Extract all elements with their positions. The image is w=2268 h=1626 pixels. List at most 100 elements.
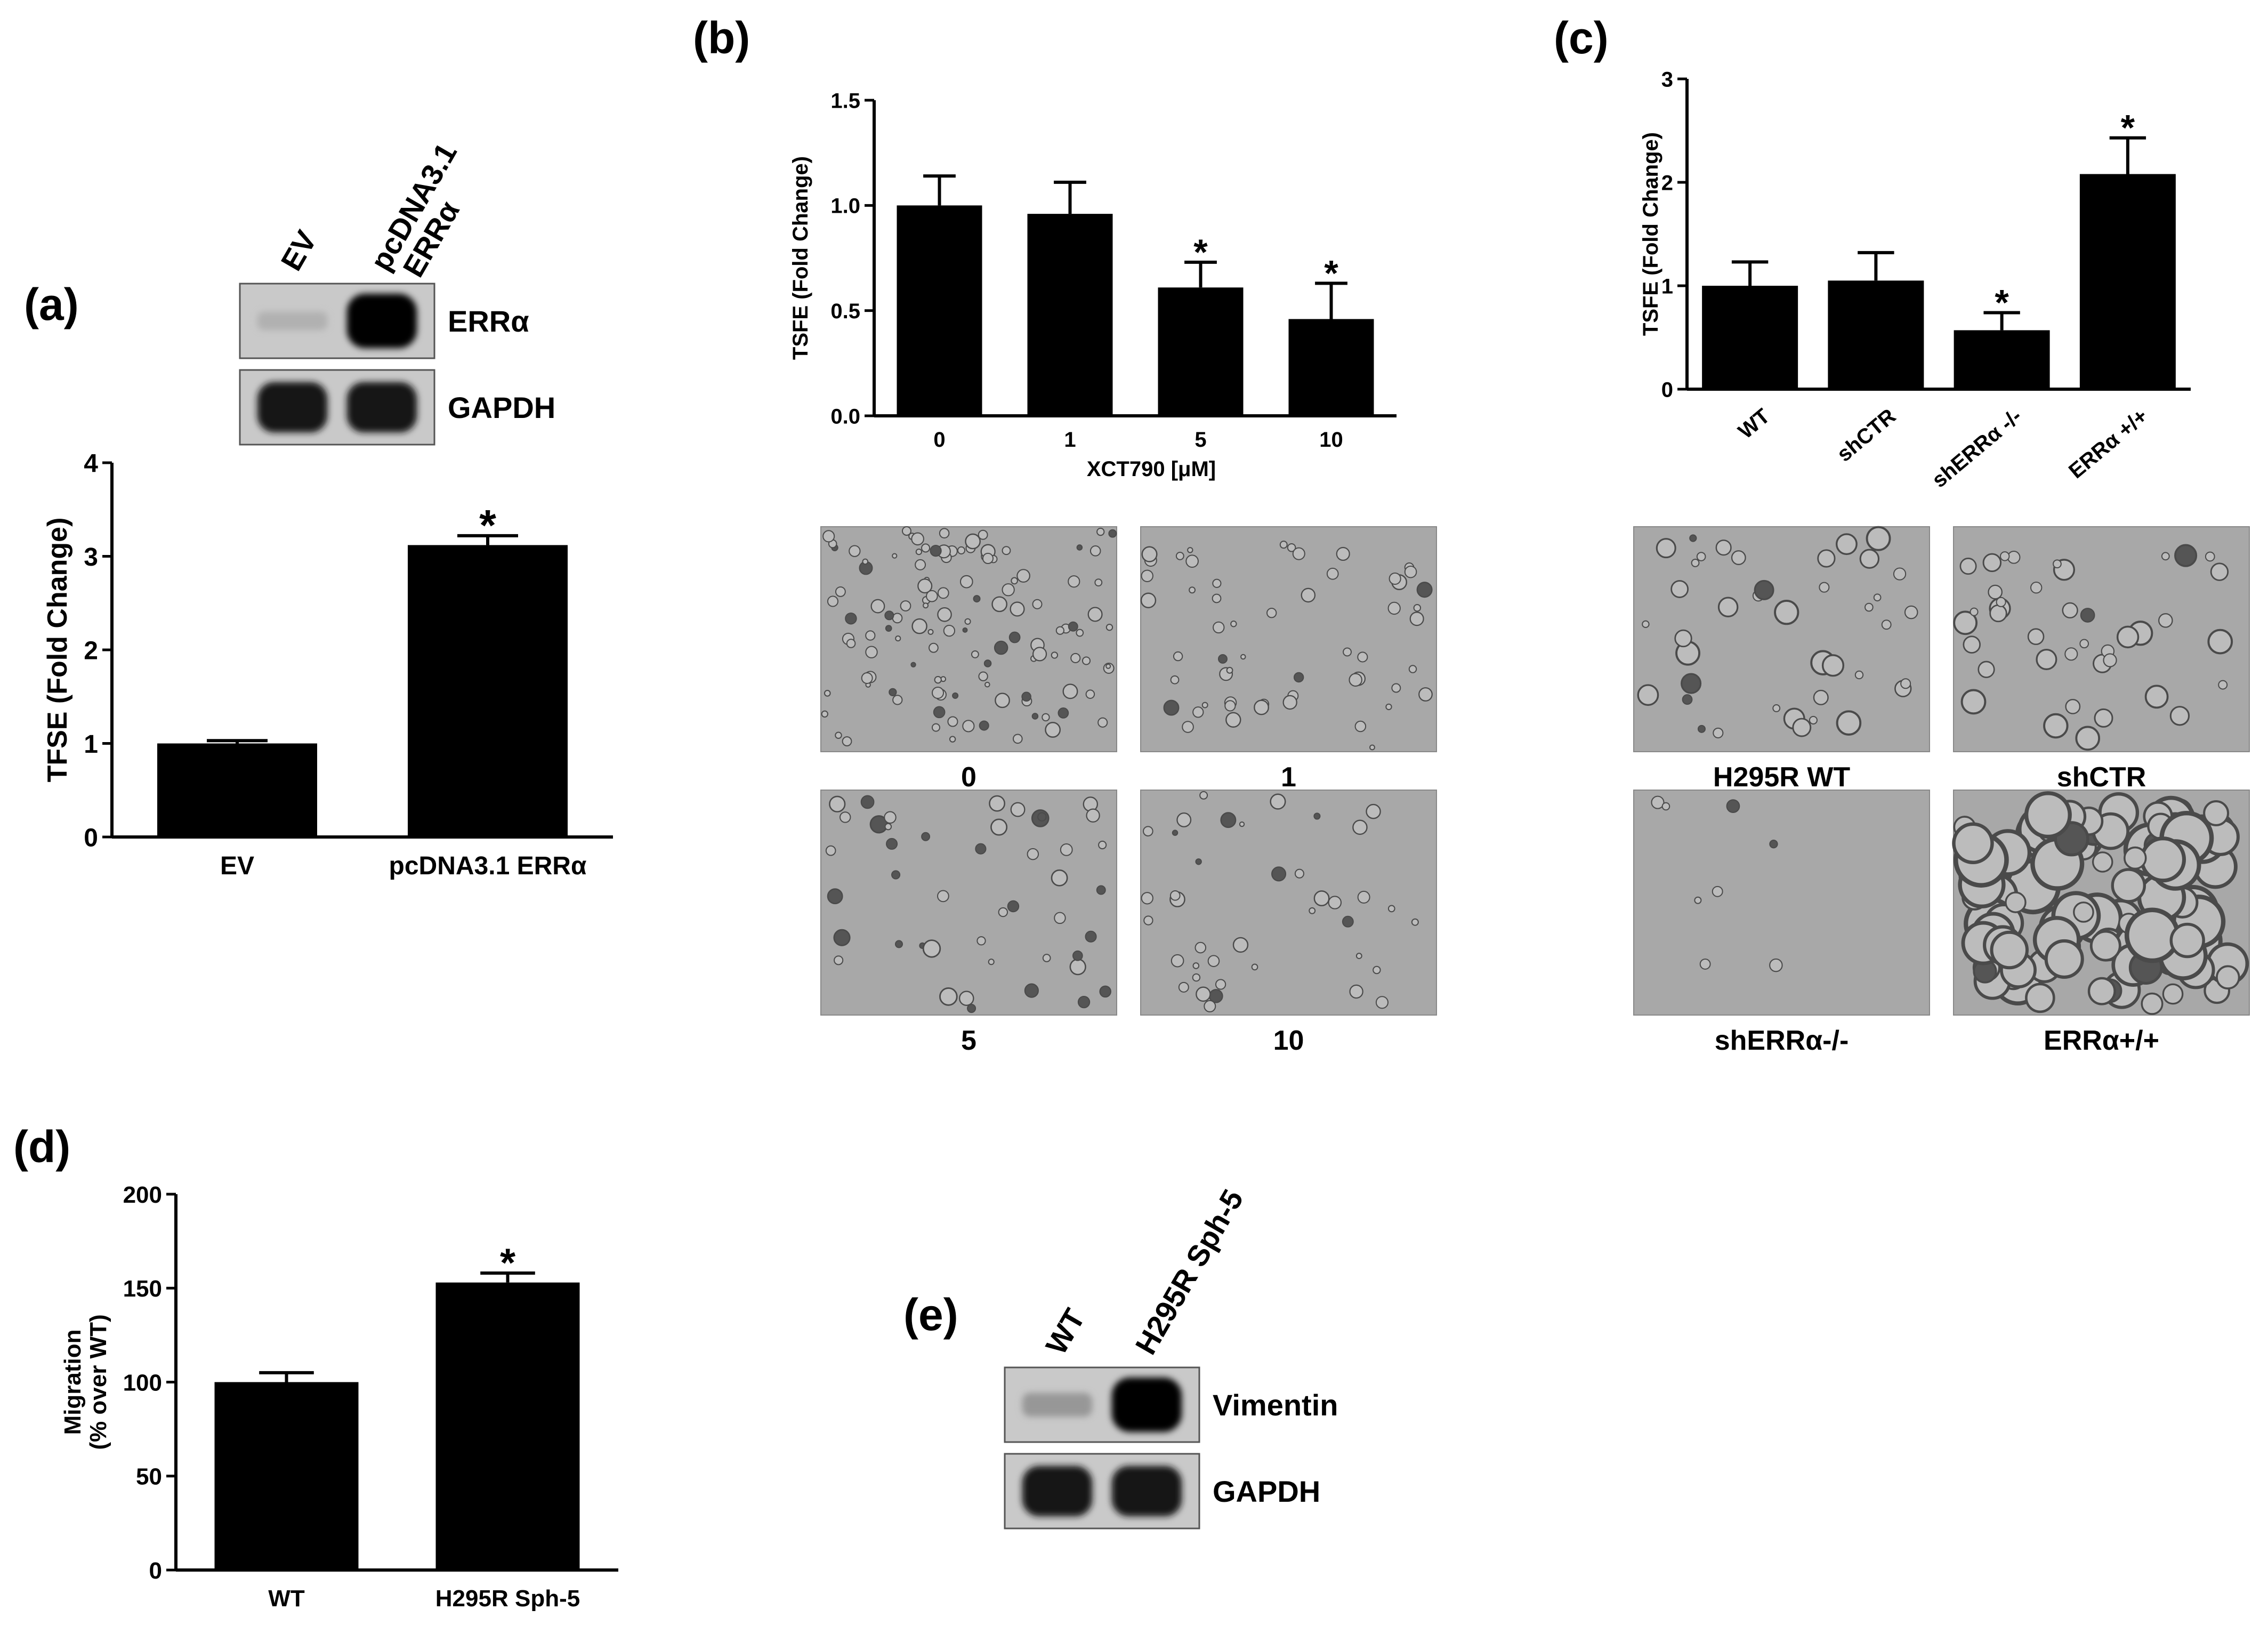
x-axis-label: XCT790 [μM] xyxy=(1087,457,1216,481)
cell-spheroid xyxy=(1097,717,1108,728)
micrograph-label: 5 xyxy=(961,1025,976,1056)
cell-spheroid xyxy=(1713,727,1724,738)
cell-spheroid xyxy=(1326,567,1339,580)
cell-spheroid xyxy=(915,559,926,570)
cell-spheroid xyxy=(1032,647,1047,662)
cell-spheroid xyxy=(1754,579,1774,600)
cell-spheroid xyxy=(1141,569,1153,582)
cell-spheroid xyxy=(1375,996,1389,1009)
cell-spheroid xyxy=(988,959,995,965)
cell-spheroid xyxy=(959,575,973,589)
cell-spheroid xyxy=(1251,963,1258,971)
cell-spheroid xyxy=(2043,713,2069,739)
cell-spheroid xyxy=(964,618,971,625)
cell-spheroid xyxy=(1354,720,1367,732)
cell-spheroid xyxy=(827,595,839,607)
bar xyxy=(897,205,982,416)
cell-spheroid xyxy=(1060,843,1073,856)
cell-spheroid xyxy=(1240,654,1246,660)
cell-spheroid xyxy=(1411,918,1419,926)
y-tick-label: 3 xyxy=(1661,68,1673,91)
cell-spheroid xyxy=(2144,685,2169,709)
y-tick-label: 2 xyxy=(1661,171,1673,195)
bar xyxy=(1288,319,1374,416)
cell-spheroid xyxy=(1904,605,1918,619)
cell-spheroid xyxy=(1959,558,1977,575)
cell-spheroid xyxy=(1651,795,1665,809)
cell-spheroid xyxy=(1408,665,1417,673)
cell-spheroid xyxy=(1352,819,1368,835)
panel-letter-c: (c) xyxy=(1554,13,1609,63)
cell-spheroid xyxy=(1836,533,1858,556)
cell-spheroid xyxy=(1010,601,1025,617)
cell-spheroid xyxy=(1002,546,1011,556)
cell-spheroid xyxy=(984,681,990,688)
cell-spheroid xyxy=(822,530,835,543)
x-tick-label: shCTR xyxy=(1833,404,1900,466)
cell-spheroid xyxy=(1691,558,1700,567)
cell-spheroid xyxy=(1366,803,1381,819)
cell-spheroid xyxy=(1637,684,1659,706)
cell-spheroid xyxy=(1037,812,1047,822)
cell-spheroid xyxy=(937,890,949,903)
cell-spheroid xyxy=(1010,802,1026,817)
cell-spheroid xyxy=(1893,567,1907,581)
blot-row-label: GAPDH xyxy=(1213,1475,1320,1508)
cell-spheroid xyxy=(1070,653,1081,663)
cell-spheroid xyxy=(870,599,885,614)
cell-spheroid xyxy=(1232,937,1249,953)
cell-spheroid xyxy=(1105,663,1111,669)
cell-spheroid xyxy=(1988,584,2003,600)
cell-spheroid xyxy=(2174,544,2198,567)
cell-spheroid xyxy=(1989,604,2007,623)
micrograph-label: 10 xyxy=(1273,1025,1304,1056)
cell-spheroid xyxy=(1349,984,1363,999)
cell-spheroid xyxy=(1195,858,1202,865)
cell-spheroid xyxy=(911,618,927,634)
cell-spheroid xyxy=(835,731,842,739)
y-axis-label: TSFE (Fold Change) xyxy=(789,156,812,360)
panel-letter-d: (d) xyxy=(13,1122,70,1172)
y-tick-label: 3 xyxy=(84,543,98,571)
cell-spheroid xyxy=(1140,592,1157,608)
cell-spheroid xyxy=(894,940,903,948)
cell-spheroid xyxy=(931,723,940,732)
cell-spheroid xyxy=(967,1004,976,1013)
chart-c: 0 1 2 3 TSFE (Fold Change) WT shCTR * shERRα -/-… xyxy=(1639,68,2191,492)
cell-spheroid xyxy=(923,602,929,609)
cell-spheroid xyxy=(849,545,861,557)
micrograph-field xyxy=(1140,790,1437,1016)
y-tick-label: 0 xyxy=(84,824,98,852)
cell-spheroid xyxy=(884,610,894,621)
cell-spheroid xyxy=(978,671,988,681)
micrograph: H295R WT xyxy=(1633,526,1930,793)
cell-spheroid xyxy=(1196,986,1211,1002)
cell-spheroid xyxy=(1189,586,1196,594)
blot-band xyxy=(346,382,417,433)
cell-spheroid xyxy=(889,688,897,696)
cell-spheroid xyxy=(2218,680,2228,690)
cell-spheroid xyxy=(1813,689,1829,705)
cell-spheroid xyxy=(983,659,992,667)
cell-spheroid xyxy=(911,532,924,546)
cell-spheroid xyxy=(1213,621,1225,634)
cell-spheroid xyxy=(2092,851,2113,873)
cell-spheroid xyxy=(1774,599,1799,625)
cell-spheroid xyxy=(952,692,959,699)
cell-spheroid xyxy=(2124,907,2180,963)
bar xyxy=(1702,286,1798,389)
x-tick-label: WT xyxy=(268,1585,305,1612)
cell-spheroid xyxy=(1012,734,1023,744)
bar xyxy=(1828,280,1924,389)
cell-spheroid xyxy=(1096,885,1106,895)
cell-spheroid xyxy=(846,639,856,648)
cell-spheroid xyxy=(1681,673,1702,694)
cell-spheroid xyxy=(860,795,875,809)
y-tick-label: 150 xyxy=(123,1276,162,1302)
cell-spheroid xyxy=(2030,582,2043,594)
significance-marker: * xyxy=(1995,282,2009,323)
cell-spheroid xyxy=(1086,808,1100,823)
cell-spheroid xyxy=(930,544,942,557)
cell-spheroid xyxy=(1042,954,1051,962)
cell-spheroid xyxy=(1225,712,1241,728)
